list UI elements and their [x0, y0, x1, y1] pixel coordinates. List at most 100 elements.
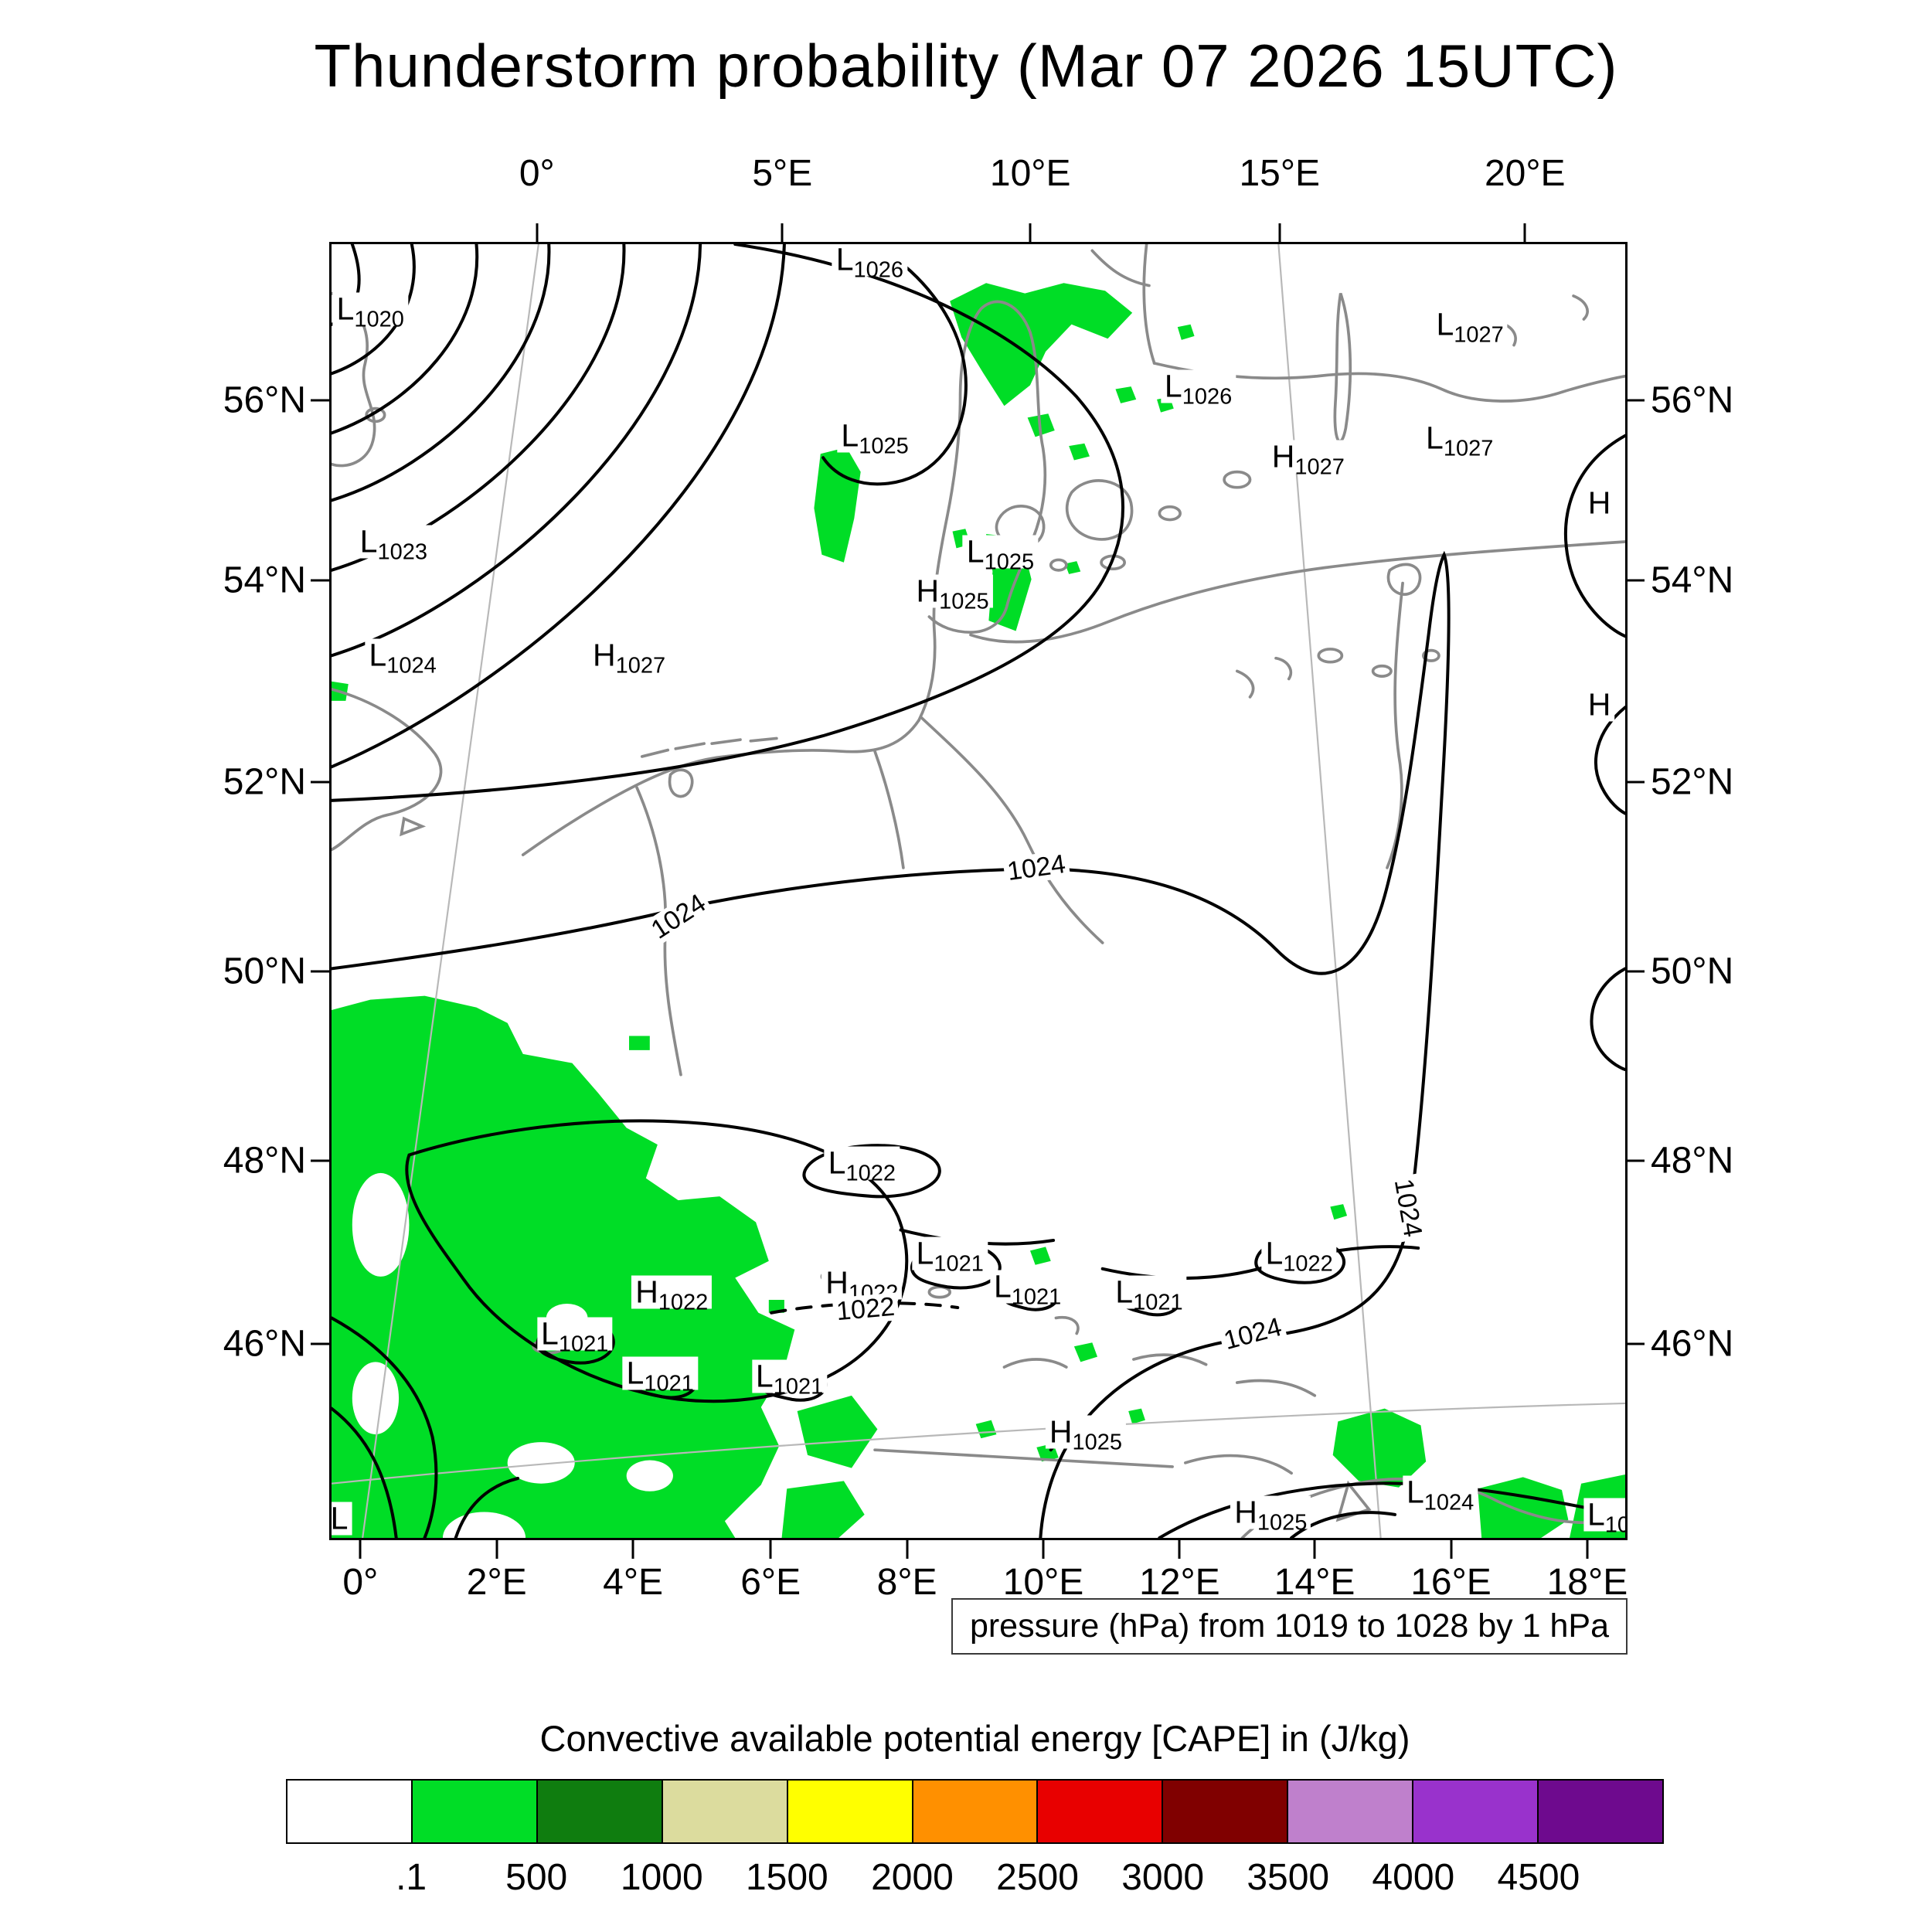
colorbar-tick-label: 3000 [1121, 1857, 1205, 1898]
axis-tick-mark [1586, 1540, 1589, 1559]
axis-tick-label: 48°N [1651, 1140, 1734, 1182]
pressure-center-label: H [1583, 486, 1615, 520]
cape-region [332, 995, 795, 1538]
pressure-center-label: L1022 [824, 1146, 900, 1185]
colorbar-cell [913, 1781, 1039, 1842]
pressure-center-label: L1027 [1422, 421, 1498, 460]
colorbar-tick-label: 1000 [620, 1857, 703, 1898]
axis-tick-label: 46°N [223, 1323, 306, 1365]
cape-region [1128, 1408, 1145, 1424]
axis-tick-label: 50°N [223, 951, 306, 992]
colorbar-cell [412, 1781, 538, 1842]
axis-tick-label: 0° [519, 153, 555, 194]
axis-tick-label: 56°N [1651, 379, 1734, 421]
cape-region [1029, 1247, 1051, 1265]
colorbar [286, 1779, 1664, 1844]
pressure-center-label: L1026 [1160, 369, 1236, 408]
axis-tick-label: 52°N [223, 761, 306, 803]
axis-tick-label: 14°E [1274, 1562, 1355, 1603]
cape-region [1065, 561, 1081, 574]
pressure-center-label: L1020 [332, 292, 408, 331]
axis-tick-mark [311, 1159, 329, 1162]
colorbar-cell [1163, 1781, 1289, 1842]
pressure-center-label: H1022 [631, 1275, 713, 1314]
colorbar-title: Convective available potential energy [C… [539, 1718, 1410, 1759]
colorbar-cell [662, 1781, 788, 1842]
axis-tick-label: 5°E [752, 153, 813, 194]
colorbar-cell [787, 1781, 913, 1842]
cape-region [1177, 324, 1195, 340]
colorbar-cell [1413, 1781, 1539, 1842]
cape-region [975, 1420, 997, 1439]
axis-tick-label: 48°N [223, 1140, 306, 1182]
pressure-center-label: L1024 [365, 638, 440, 677]
pressure-center-label: H1027 [1267, 440, 1349, 478]
pressure-center-label: L1027 [1432, 308, 1508, 346]
axis-tick-mark [906, 1540, 909, 1559]
axis-tick-mark [311, 781, 329, 784]
axis-tick-label: 10°E [1002, 1562, 1084, 1603]
cape-region [1115, 386, 1137, 403]
axis-tick-mark [1626, 579, 1645, 582]
pressure-caption: pressure (hPa) from 1019 to 1028 by 1 hP… [951, 1598, 1628, 1655]
colorbar-tick-label: 2500 [996, 1857, 1079, 1898]
pressure-center-label: H1025 [912, 574, 993, 613]
pressure-center-label: L1026 [832, 244, 908, 281]
axis-left: 56°N 54°N 52°N 50°N 48°N 46°N [144, 242, 306, 1540]
axis-tick-mark [631, 1540, 634, 1559]
map-frame: L1026 L1020 L1027 L1026 L1025 H1027 L1027 L1023… [329, 242, 1628, 1540]
colorbar-tick-label: 1500 [745, 1857, 828, 1898]
colorbar-labels: .1 500 1000 1500 2000 2500 3000 3500 4000 4500 [286, 1856, 1664, 1903]
pressure-center-label: L1021 [537, 1317, 613, 1355]
cape-region [814, 447, 861, 563]
axis-tick-label: 2°E [466, 1562, 527, 1603]
axis-tick-label: 0° [342, 1562, 379, 1603]
axis-right: 56°N 54°N 52°N 50°N 48°N 46°N [1651, 242, 1821, 1540]
axis-tick-label: 20°E [1484, 153, 1566, 194]
pressure-center-label: L1023 [355, 525, 432, 563]
axis-tick-label: 52°N [1651, 761, 1734, 803]
axis-tick-mark [1626, 1342, 1645, 1345]
ticks-bottom [329, 1540, 1628, 1559]
pressure-center-label: L1021 [912, 1236, 988, 1275]
pressure-center-label: L1024 [1402, 1475, 1478, 1514]
cape-region [768, 1299, 784, 1313]
axis-tick-mark [495, 1540, 498, 1559]
axis-tick-mark [311, 579, 329, 582]
cape-region [797, 1395, 878, 1468]
cape-regions [332, 283, 1625, 1538]
axis-tick-mark [1626, 781, 1645, 784]
colorbar-tick-label: 500 [505, 1857, 568, 1898]
axis-tick-mark [769, 1540, 772, 1559]
pressure-center-label: L102 [1583, 1498, 1625, 1536]
axis-tick-mark [1450, 1540, 1453, 1559]
pressure-center-label: L [332, 1502, 352, 1536]
pressure-center-label: L1021 [622, 1356, 698, 1395]
axis-tick-label: 12°E [1139, 1562, 1220, 1603]
pressure-center-label: L1021 [751, 1359, 828, 1398]
axis-tick-label: 50°N [1651, 951, 1734, 992]
axis-tick-mark [1029, 223, 1032, 242]
axis-tick-mark [1278, 223, 1281, 242]
axis-tick-label: 8°E [876, 1562, 937, 1603]
cape-region [1332, 1408, 1427, 1488]
axis-tick-mark [781, 223, 784, 242]
axis-tick-mark [311, 399, 329, 402]
pressure-center-label: L1025 [962, 535, 1039, 573]
axis-tick-label: 10°E [989, 153, 1071, 194]
ticks-right [1626, 242, 1645, 1540]
pressure-center-label: L1021 [1111, 1275, 1187, 1314]
axis-tick-label: 54°N [223, 560, 306, 601]
axis-tick-mark [1313, 1540, 1316, 1559]
pressure-center-label: L1025 [837, 419, 913, 457]
colorbar-tick-label: 2000 [871, 1857, 954, 1898]
axis-tick-label: 16°E [1410, 1562, 1492, 1603]
axis-tick-mark [536, 223, 539, 242]
contour-inline-label: 1022 [832, 1291, 900, 1326]
page-title: Thunderstorm probability (Mar 07 2026 15… [314, 32, 1618, 100]
pressure-center-label: L1021 [989, 1270, 1066, 1308]
axis-tick-mark [311, 1342, 329, 1345]
pressure-center-label: H [1583, 688, 1615, 722]
cape-region [1330, 1204, 1348, 1220]
